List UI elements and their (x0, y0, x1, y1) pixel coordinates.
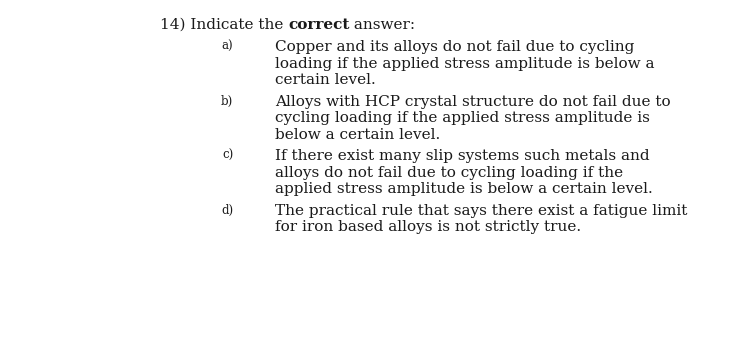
Text: answer:: answer: (349, 18, 415, 32)
Text: 14) Indicate the: 14) Indicate the (160, 18, 288, 32)
Text: correct: correct (288, 18, 349, 32)
Text: d): d) (221, 204, 233, 217)
Text: Copper and its alloys do not fail due to cycling: Copper and its alloys do not fail due to… (275, 40, 634, 54)
Text: Alloys with HCP crystal structure do not fail due to: Alloys with HCP crystal structure do not… (275, 95, 670, 109)
Text: alloys do not fail due to cycling loading if the: alloys do not fail due to cycling loadin… (275, 166, 623, 180)
Text: b): b) (221, 95, 233, 108)
Text: certain level.: certain level. (275, 73, 376, 87)
Text: cycling loading if the applied stress amplitude is: cycling loading if the applied stress am… (275, 111, 650, 125)
Text: below a certain level.: below a certain level. (275, 128, 440, 142)
Text: applied stress amplitude is below a certain level.: applied stress amplitude is below a cert… (275, 182, 653, 196)
Text: If there exist many slip systems such metals and: If there exist many slip systems such me… (275, 149, 650, 163)
Text: loading if the applied stress amplitude is below a: loading if the applied stress amplitude … (275, 57, 654, 71)
Text: c): c) (222, 149, 233, 162)
Text: for iron based alloys is not strictly true.: for iron based alloys is not strictly tr… (275, 220, 581, 234)
Text: a): a) (222, 40, 233, 53)
Text: The practical rule that says there exist a fatigue limit: The practical rule that says there exist… (275, 204, 687, 218)
